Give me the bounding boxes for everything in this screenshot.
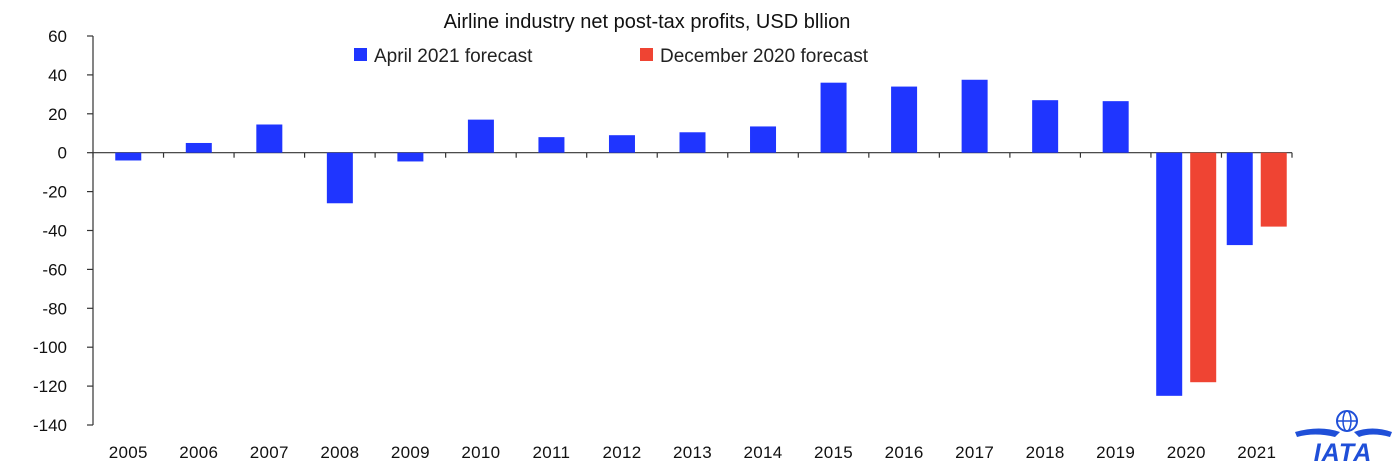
bar-2006-april-2021 — [185, 142, 212, 153]
bar-2017-april-2021 — [961, 79, 988, 153]
bar-2013-april-2021 — [679, 132, 706, 153]
bars — [115, 79, 1287, 396]
x-tick-label: 2019 — [1096, 443, 1135, 462]
bar-2010-april-2021 — [467, 119, 494, 153]
y-tick-label: 60 — [48, 27, 67, 46]
legend: April 2021 forecast December 2020 foreca… — [354, 46, 869, 67]
bar-2016-april-2021 — [891, 86, 918, 153]
x-tick-label: 2020 — [1167, 443, 1206, 462]
x-tick-label: 2016 — [885, 443, 924, 462]
y-tick-label: 20 — [48, 105, 67, 124]
x-tick-label: 2021 — [1237, 443, 1276, 462]
bar-2012-april-2021 — [608, 135, 635, 153]
bar-2007-april-2021 — [256, 124, 283, 153]
y-tick-label: -100 — [33, 338, 67, 357]
y-tick-label: 0 — [58, 144, 67, 163]
x-tick-label: 2015 — [814, 443, 853, 462]
bar-2005-april-2021 — [115, 152, 142, 161]
x-tick-label: 2013 — [673, 443, 712, 462]
x-tick-label: 2008 — [320, 443, 359, 462]
y-tick-label: -80 — [42, 299, 67, 318]
x-tick-label: 2012 — [602, 443, 641, 462]
bar-2015-april-2021 — [820, 82, 847, 153]
legend-swatch-december-2020 — [640, 48, 653, 61]
x-tick-label: 2005 — [109, 443, 148, 462]
bar-2020-december-2020 — [1190, 152, 1217, 383]
bar-2011-april-2021 — [538, 137, 565, 153]
legend-label-december-2020: December 2020 forecast — [660, 46, 869, 67]
iata-logo-text: IATA — [1314, 439, 1373, 464]
bar-2019-april-2021 — [1102, 101, 1129, 153]
y-tick-label: -120 — [33, 377, 67, 396]
x-tick-label: 2017 — [955, 443, 994, 462]
x-tick-label: 2014 — [744, 443, 783, 462]
y-tick-label: -60 — [42, 260, 67, 279]
x-tick-label: 2018 — [1026, 443, 1065, 462]
bar-2018-april-2021 — [1032, 100, 1059, 153]
y-tick-label: -40 — [42, 222, 67, 241]
globe-icon — [1295, 410, 1392, 437]
bar-2021-april-2021 — [1226, 152, 1253, 246]
bar-2008-april-2021 — [326, 152, 353, 204]
x-tick-label: 2007 — [250, 443, 289, 462]
x-axis — [92, 152, 1293, 158]
bar-2021-december-2020 — [1260, 152, 1287, 227]
chart-title: Airline industry net post-tax profits, U… — [444, 11, 851, 33]
y-tick-label: 40 — [48, 66, 67, 85]
x-tick-label: 2010 — [461, 443, 500, 462]
legend-swatch-april-2021 — [354, 48, 367, 61]
legend-label-april-2021: April 2021 forecast — [374, 46, 533, 67]
category-labels: 2005 2006 2007 2008 2009 2010 2011 2012 2013 2014… — [109, 443, 1276, 462]
x-tick-label: 2006 — [179, 443, 218, 462]
x-tick-label: 2009 — [391, 443, 430, 462]
x-tick-label: 2011 — [533, 443, 571, 462]
y-axis: 60 40 20 0 -20 -40 -60 -80 -100 -120 -140 — [33, 27, 94, 435]
y-tick-label: -20 — [42, 183, 67, 202]
bar-2009-april-2021 — [397, 152, 424, 162]
y-tick-label: -140 — [33, 416, 67, 435]
iata-logo: IATA — [1295, 410, 1392, 464]
bar-2020-april-2021 — [1156, 152, 1183, 396]
bar-2014-april-2021 — [750, 126, 777, 153]
